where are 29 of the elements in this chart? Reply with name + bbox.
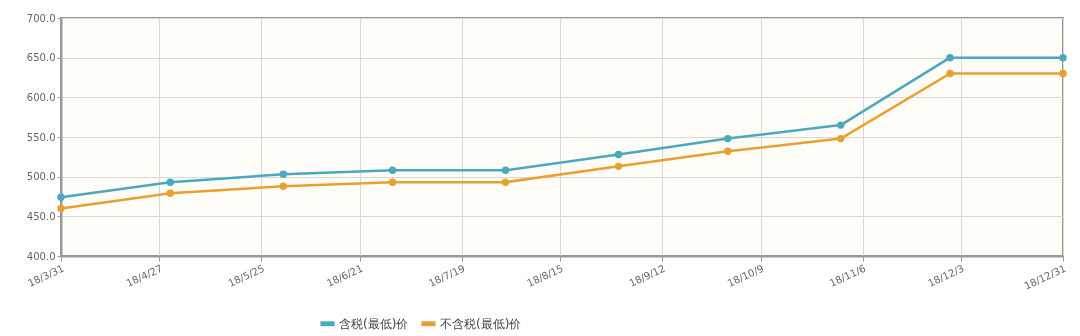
y-tick-label: 700.0 (26, 12, 56, 24)
y-tick-label: 400.0 (26, 250, 56, 262)
point (501, 178, 510, 186)
point (279, 182, 287, 190)
y-tick-label: 550.0 (26, 131, 56, 143)
y-tick-label: 600.0 (26, 91, 56, 103)
point (57, 204, 65, 213)
point (1059, 53, 1067, 62)
y-tick-label: 450.0 (26, 210, 56, 222)
y-tick-label: 500.0 (26, 171, 56, 183)
point (724, 147, 732, 155)
point (166, 178, 175, 186)
legend-label: 不含税(最低)价 (440, 316, 522, 331)
point (279, 170, 287, 178)
point (1059, 69, 1067, 78)
point (166, 189, 175, 198)
point (388, 166, 397, 175)
point (614, 162, 623, 171)
point (837, 134, 845, 143)
point (57, 193, 65, 201)
point (837, 121, 845, 129)
legend-label: 含税(最低)价 (339, 316, 409, 331)
y-tick-label: 650.0 (26, 52, 56, 64)
point (501, 166, 510, 175)
point (724, 134, 732, 143)
point (614, 150, 623, 159)
point (946, 53, 954, 62)
point (388, 178, 397, 186)
point (946, 69, 954, 78)
